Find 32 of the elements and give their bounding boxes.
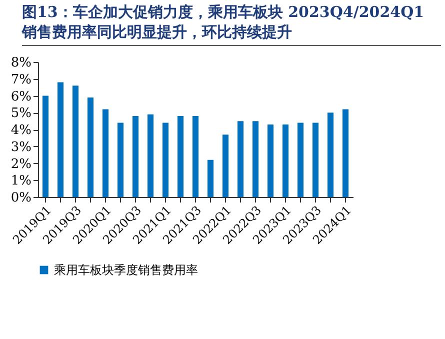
chart-title: 图13：车企加大促销力度，乘用车板块 2023Q4/2024Q1 销售费用率同比明显提升，环比持续提升 — [22, 0, 441, 46]
bar — [148, 114, 154, 197]
y-tick-label: 7% — [10, 72, 32, 88]
bar — [282, 124, 288, 197]
bar — [252, 121, 258, 197]
bar — [178, 116, 184, 197]
bar — [58, 82, 64, 197]
bar — [328, 112, 334, 197]
bar — [42, 96, 48, 197]
bar — [222, 134, 228, 197]
bar — [192, 116, 198, 197]
bar — [342, 109, 348, 197]
bar — [312, 122, 318, 197]
legend-label: 乘用车板块季度销售费用率 — [54, 263, 198, 277]
y-tick-label: 2% — [10, 156, 32, 172]
bar — [208, 160, 214, 197]
bar — [72, 86, 78, 197]
bar — [238, 121, 244, 197]
y-tick-label: 1% — [10, 174, 32, 189]
y-tick-label: 3% — [10, 140, 32, 155]
y-tick-label: 0% — [10, 190, 32, 206]
y-tick-label: 4% — [10, 123, 32, 138]
bar — [118, 122, 124, 197]
bar — [268, 124, 274, 197]
bar — [132, 116, 138, 197]
bar — [162, 122, 168, 197]
bar — [102, 109, 108, 197]
y-tick-label: 6% — [10, 89, 32, 104]
bar — [88, 97, 94, 197]
y-tick-label: 8% — [10, 56, 32, 70]
bar — [298, 122, 304, 197]
y-tick-label: 5% — [10, 106, 32, 122]
